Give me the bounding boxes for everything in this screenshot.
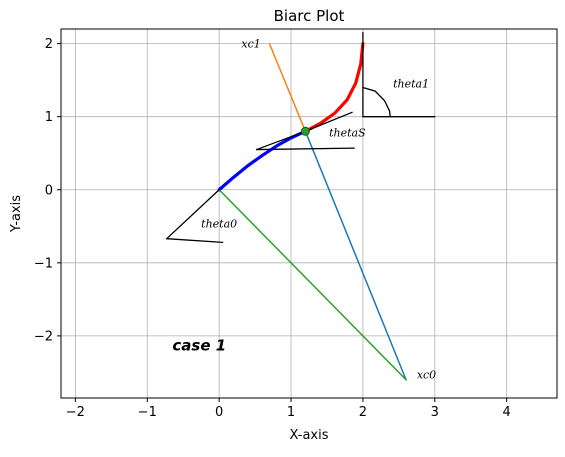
series-layer [166,32,436,381]
y-tick-label: 1 [45,110,53,125]
theta1-arc [362,86,391,117]
x-tick-label: 2 [359,405,367,420]
series-line-theta0-baseline [166,238,224,244]
thetas-label: thetaS [329,126,366,139]
x-tick-label: 1 [287,405,295,420]
series-line-arc1 [303,42,365,133]
series-line-arc0 [217,129,308,192]
xc0-label: xc0 [417,368,436,381]
y-tick-label: 2 [45,37,53,52]
case-label: case 1 [172,337,226,355]
xc1-label: xc1 [241,37,260,50]
series-line-radius-to-xc1 [268,42,307,133]
theta1-label: theta1 [393,77,429,90]
y-tick-label: 0 [45,183,53,198]
axis-layer: −2 −1 0 1 2 3 4 −2 −1 0 1 2 [34,28,558,420]
x-axis-label: X-axis [290,428,329,443]
y-tick-label: −2 [34,329,53,344]
y-axis-label: Y-axis [9,195,24,233]
series-line-thetaS-baseline [255,147,355,151]
y-tick-label: −1 [34,256,53,271]
annotation-layer: xc1 theta1 thetaS theta0 xc0 case 1 [172,37,436,381]
x-tick-label: −1 [138,405,157,420]
chart-title: Biarc Plot [274,7,345,25]
x-tick-label: 4 [503,405,511,420]
joint-point [300,126,310,136]
x-tick-label: 0 [215,405,223,420]
theta0-label: theta0 [201,218,237,231]
x-tick-label: −2 [66,405,85,420]
x-tick-label: 3 [431,405,439,420]
plot-frame [60,28,558,399]
series-line-radius-from-xc0 [218,189,407,381]
grid-layer [61,29,557,398]
series-line-radius-to-xc0-blue [304,130,407,381]
series-line-tangent-start [166,189,220,240]
